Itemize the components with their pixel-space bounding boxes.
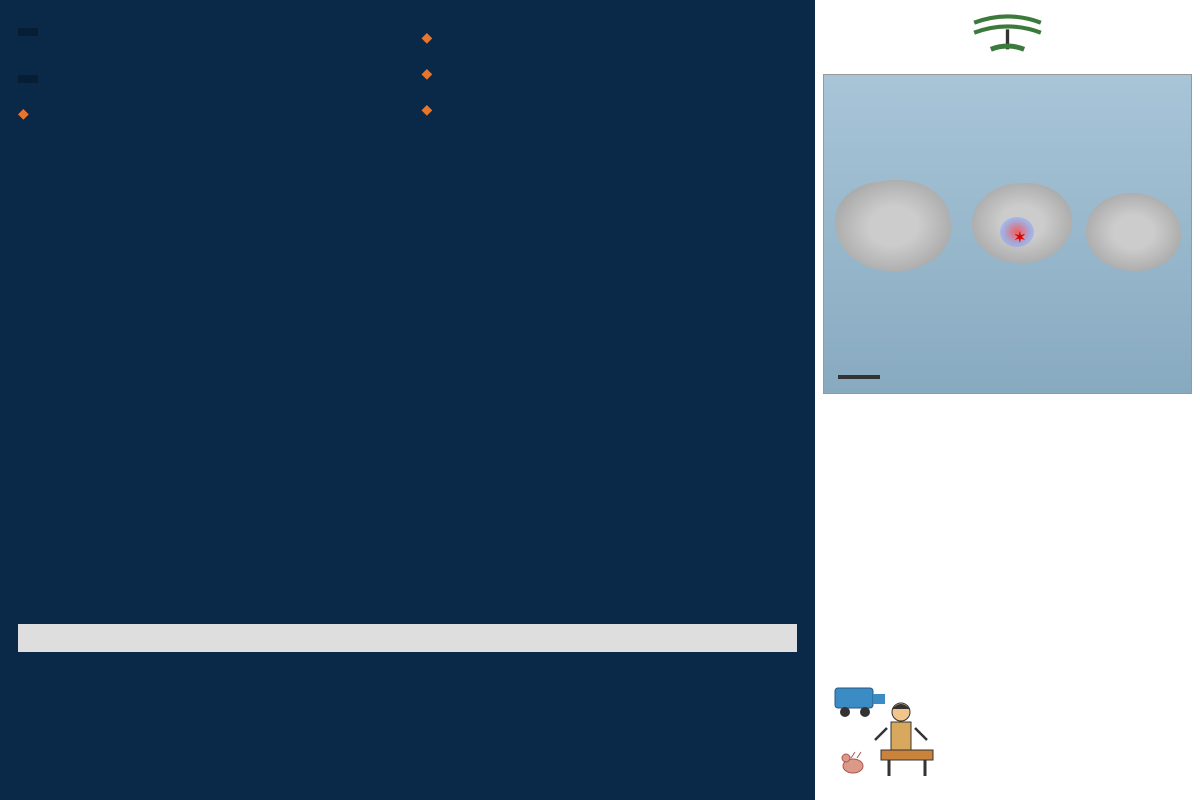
section-tag-advice xyxy=(18,75,38,83)
column-left: ◆ xyxy=(18,28,394,620)
shakemap: ✶ xyxy=(823,74,1192,394)
bullet-icon: ◆ xyxy=(422,65,433,82)
section-tag-source xyxy=(18,28,38,36)
bullet-icon: ◆ xyxy=(422,29,433,46)
bmkg-logo xyxy=(823,6,1192,56)
stats-row xyxy=(0,790,810,800)
mmi-illustration xyxy=(831,680,941,780)
mmi-panel xyxy=(823,672,1192,800)
bullet-icon: ◆ xyxy=(422,101,433,118)
column-right: ◆ ◆ ◆ xyxy=(422,28,798,620)
map-scale xyxy=(838,373,880,379)
bullet-icon: ◆ xyxy=(18,105,29,122)
felt-intensity-bar xyxy=(18,624,797,652)
